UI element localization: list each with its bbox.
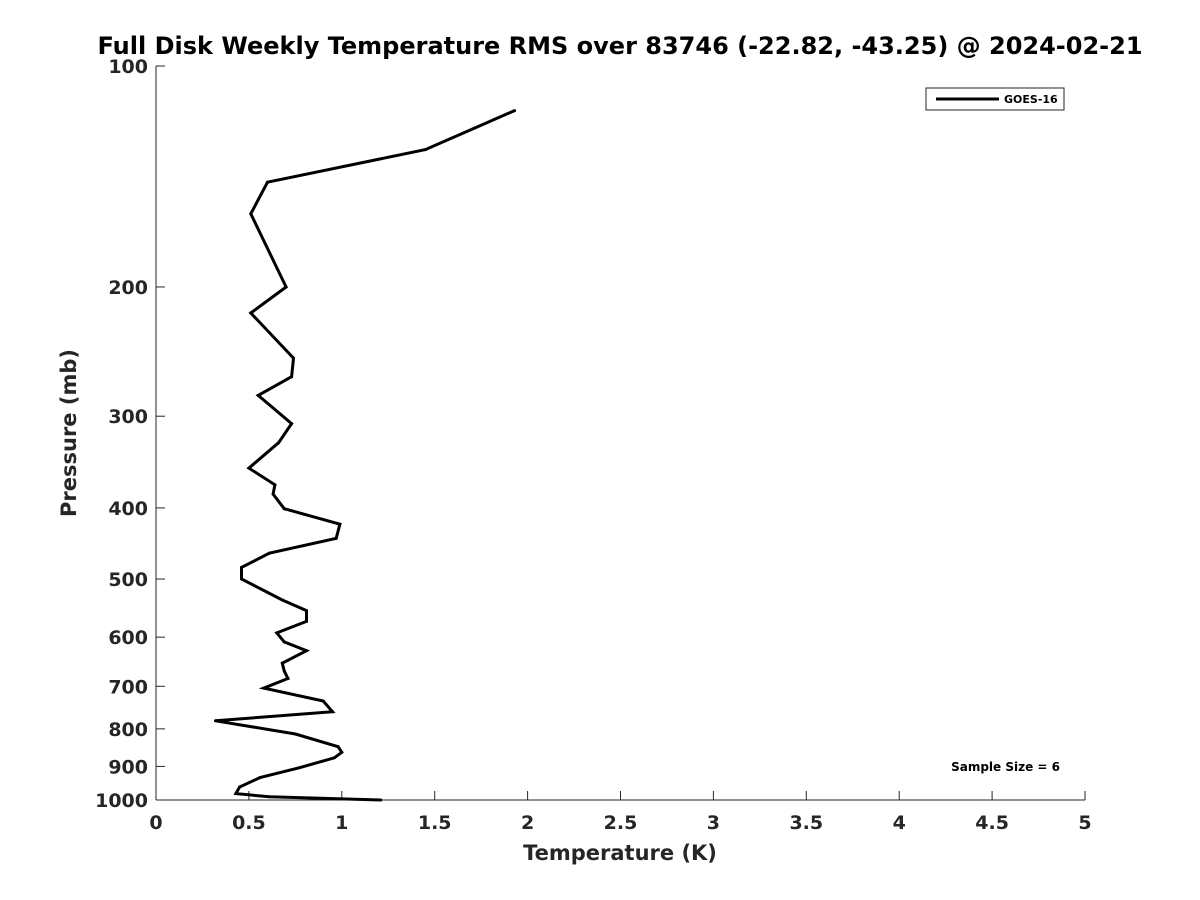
- data-point: [513, 109, 517, 113]
- series-layer: [214, 109, 517, 802]
- data-point: [267, 795, 271, 799]
- data-point: [273, 483, 277, 487]
- x-tick-label: 0: [149, 812, 162, 834]
- data-point: [321, 699, 325, 703]
- data-point: [234, 792, 238, 796]
- data-point: [240, 565, 243, 569]
- data-point: [249, 311, 253, 315]
- x-tick-label: 4.5: [975, 812, 1009, 834]
- x-axis-ticks: 0 0.5 1 1.5 2 2.5 3 3.5 4 4.5 5: [149, 791, 1092, 834]
- data-point: [284, 285, 288, 289]
- x-tick-label: 0.5: [232, 812, 266, 834]
- data-point: [336, 745, 340, 749]
- y-tick-label: 400: [108, 498, 148, 520]
- data-point: [332, 756, 336, 760]
- x-tick-label: 3.5: [789, 812, 823, 834]
- data-point: [423, 148, 427, 152]
- data-point: [282, 507, 286, 511]
- data-point: [277, 441, 281, 445]
- y-tick-label: 500: [108, 569, 148, 591]
- data-point: [262, 686, 266, 690]
- data-point: [290, 375, 294, 379]
- data-point: [266, 180, 269, 184]
- y-tick-label: 300: [108, 406, 148, 428]
- chart-title: Full Disk Weekly Temperature RMS over 83…: [97, 32, 1142, 60]
- data-point: [256, 393, 260, 397]
- data-point: [292, 356, 295, 360]
- data-point: [286, 677, 290, 680]
- data-point: [340, 750, 344, 754]
- data-point: [280, 661, 284, 665]
- x-tick-label: 5: [1078, 812, 1091, 834]
- data-point: [305, 619, 308, 623]
- data-point: [331, 710, 334, 714]
- x-tick-label: 2: [521, 812, 534, 834]
- legend: GOES-16: [925, 87, 1065, 111]
- data-point: [297, 766, 301, 770]
- legend-label-goes-16: GOES-16: [1004, 93, 1058, 106]
- data-point: [267, 551, 271, 555]
- y-tick-label: 800: [108, 719, 148, 741]
- data-point: [338, 522, 342, 526]
- x-tick-label: 3: [707, 812, 720, 834]
- y-tick-label: 600: [108, 627, 148, 649]
- data-point: [214, 719, 217, 723]
- series-line-goes-16: [215, 109, 516, 802]
- y-tick-label: 900: [108, 756, 148, 778]
- data-point: [249, 212, 253, 216]
- x-axis-label: Temperature (K): [523, 841, 717, 865]
- y-tick-label: 700: [108, 676, 148, 698]
- data-point: [247, 466, 251, 470]
- data-point: [379, 798, 383, 802]
- x-tick-label: 1: [335, 812, 348, 834]
- data-point: [293, 732, 297, 736]
- data-point: [305, 609, 308, 613]
- y-tick-label: 200: [108, 277, 148, 299]
- y-axis-label: Pressure (mb): [57, 349, 81, 517]
- data-point: [238, 785, 242, 789]
- data-point: [271, 492, 275, 496]
- data-point: [258, 776, 262, 780]
- data-point: [282, 669, 286, 673]
- data-point: [275, 631, 279, 635]
- data-point: [282, 640, 286, 644]
- data-point: [290, 422, 294, 426]
- sample-size-annotation: Sample Size = 6: [951, 760, 1060, 774]
- data-point: [280, 598, 284, 602]
- x-tick-label: 1.5: [418, 812, 452, 834]
- data-point: [334, 536, 338, 540]
- y-tick-label: 1000: [95, 790, 148, 812]
- y-tick-label: 100: [108, 56, 148, 78]
- data-point: [240, 577, 243, 581]
- x-tick-label: 2.5: [604, 812, 638, 834]
- y-axis-ticks: 100 200 300 400 500 600 700 800 900 1000: [95, 56, 165, 812]
- x-tick-label: 4: [893, 812, 906, 834]
- data-point: [305, 649, 308, 653]
